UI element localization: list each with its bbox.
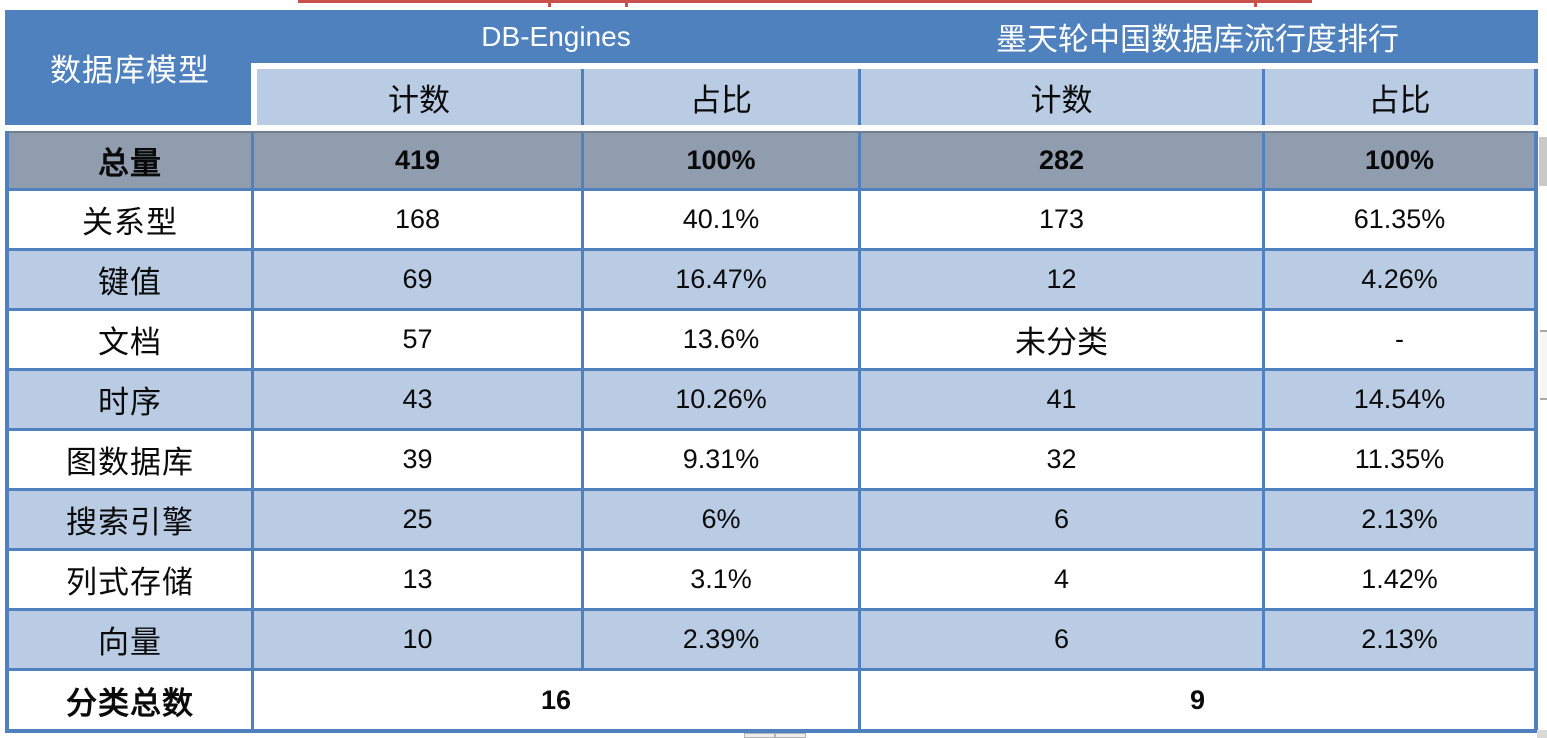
subheader-share-modb: 占比 bbox=[1262, 69, 1534, 125]
table-row-column-store: 列式存储 13 3.1% 4 1.42% bbox=[9, 551, 1534, 611]
row-label: 总量 bbox=[98, 146, 162, 181]
cell-value: 16.47% bbox=[581, 251, 858, 308]
cell-value: 61.35% bbox=[1262, 191, 1534, 248]
table-row-category-count: 分类总数 16 9 bbox=[9, 671, 1534, 729]
cell-value: 57 bbox=[251, 311, 581, 368]
bottom-cropped-cells-artifact bbox=[744, 733, 806, 738]
cell-value: 173 bbox=[858, 191, 1262, 248]
table-row-key-value: 键值 69 16.47% 12 4.26% bbox=[9, 251, 1534, 311]
row-label: 分类总数 bbox=[66, 685, 194, 721]
row-label: 向量 bbox=[98, 625, 162, 660]
cell-value: 25 bbox=[251, 491, 581, 548]
cell-value: 2.39% bbox=[581, 611, 858, 668]
cell-value: 69 bbox=[251, 251, 581, 308]
red-underline-tick bbox=[1254, 0, 1257, 7]
cell-value: 11.35% bbox=[1262, 431, 1534, 488]
header-group-db-engines: DB-Engines bbox=[481, 20, 631, 52]
header-right-section: DB-Engines 墨天轮中国数据库流行度排行 计数 占比 计数 占比 bbox=[251, 10, 1538, 125]
table-row-relational: 关系型 168 40.1% 173 61.35% bbox=[9, 191, 1534, 251]
row-label: 列式存储 bbox=[66, 565, 194, 600]
cell-value: 9.31% bbox=[581, 431, 858, 488]
table-row-time-series: 时序 43 10.26% 41 14.54% bbox=[9, 371, 1534, 431]
bottom-artifact-cell bbox=[775, 733, 806, 738]
cell-value: 41 bbox=[858, 371, 1262, 428]
header-group-modb-ranking: 墨天轮中国数据库流行度排行 bbox=[996, 22, 1399, 57]
cell-value: 39 bbox=[251, 431, 581, 488]
scrollbar-thumb[interactable] bbox=[1539, 137, 1547, 186]
header-body-gap-strip bbox=[5, 125, 1538, 131]
header-group-row: DB-Engines 墨天轮中国数据库流行度排行 bbox=[251, 10, 1534, 63]
cell-value: 32 bbox=[858, 431, 1262, 488]
cell-value: 6 bbox=[858, 611, 1262, 668]
subheader-count-modb: 计数 bbox=[858, 69, 1262, 125]
red-underline-tick bbox=[625, 0, 628, 7]
cell-value: 13.6% bbox=[581, 311, 858, 368]
database-model-comparison-table: 数据库模型 DB-Engines 墨天轮中国数据库流行度排行 计数 占比 计数 … bbox=[5, 10, 1538, 733]
cell-value: 4.26% bbox=[1262, 251, 1534, 308]
cell-value: 未分类 bbox=[858, 311, 1262, 368]
cell-value: 3.1% bbox=[581, 551, 858, 608]
row-label: 关系型 bbox=[82, 205, 178, 240]
row-label: 图数据库 bbox=[66, 445, 194, 480]
table-header: 数据库模型 DB-Engines 墨天轮中国数据库流行度排行 计数 占比 计数 … bbox=[9, 10, 1538, 125]
cell-value: 10 bbox=[251, 611, 581, 668]
table-row-document: 文档 57 13.6% 未分类 - bbox=[9, 311, 1534, 371]
table-row-graph: 图数据库 39 9.31% 32 11.35% bbox=[9, 431, 1534, 491]
subheader-share-db-engines: 占比 bbox=[581, 69, 858, 125]
total-count-db-engines: 419 bbox=[251, 133, 581, 188]
header-gap-strip bbox=[251, 63, 1538, 69]
red-underline-tick bbox=[548, 0, 551, 7]
cell-value: 4 bbox=[858, 551, 1262, 608]
row-label: 时序 bbox=[98, 385, 162, 420]
cell-value: 2.13% bbox=[1262, 611, 1534, 668]
cell-value: 40.1% bbox=[581, 191, 858, 248]
category-count-db-engines: 16 bbox=[251, 671, 858, 729]
total-share-modb: 100% bbox=[1262, 133, 1534, 188]
table-row-total: 总量 419 100% 282 100% bbox=[9, 131, 1534, 191]
table-row-search-engine: 搜索引擎 25 6% 6 2.13% bbox=[9, 491, 1534, 551]
table-row-vector: 向量 10 2.39% 6 2.13% bbox=[9, 611, 1534, 671]
total-share-db-engines: 100% bbox=[581, 133, 858, 188]
row-label: 搜索引擎 bbox=[66, 505, 194, 540]
scrollbar-track[interactable] bbox=[1540, 330, 1547, 400]
cell-value: 6% bbox=[581, 491, 858, 548]
header-corner-cell: 数据库模型 bbox=[9, 10, 251, 125]
cell-value: 13 bbox=[251, 551, 581, 608]
header-subcolumn-row: 计数 占比 计数 占比 bbox=[251, 69, 1534, 125]
bottom-artifact-cell bbox=[744, 733, 775, 738]
total-count-modb: 282 bbox=[858, 133, 1262, 188]
category-count-modb: 9 bbox=[858, 671, 1534, 729]
bottom-right-corner-artifact bbox=[1537, 730, 1547, 738]
cell-value: - bbox=[1262, 311, 1534, 368]
cell-value: 168 bbox=[251, 191, 581, 248]
cell-value: 2.13% bbox=[1262, 491, 1534, 548]
cropped-red-text-underline-artifact bbox=[298, 0, 1312, 3]
cell-value: 10.26% bbox=[581, 371, 858, 428]
row-label: 键值 bbox=[98, 265, 162, 300]
row-label: 文档 bbox=[98, 325, 162, 360]
cell-value: 14.54% bbox=[1262, 371, 1534, 428]
cell-value: 12 bbox=[858, 251, 1262, 308]
cell-value: 1.42% bbox=[1262, 551, 1534, 608]
cell-value: 6 bbox=[858, 491, 1262, 548]
cell-value: 43 bbox=[251, 371, 581, 428]
subheader-count-db-engines: 计数 bbox=[251, 69, 581, 125]
